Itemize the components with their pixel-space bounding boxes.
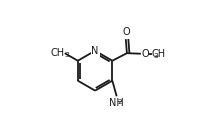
Text: CH: CH: [50, 48, 64, 58]
Text: N: N: [91, 46, 99, 56]
Text: 3: 3: [64, 52, 69, 58]
Text: NH: NH: [109, 98, 124, 108]
Text: 3: 3: [154, 53, 158, 59]
Text: O: O: [122, 27, 130, 37]
Text: CH: CH: [152, 49, 166, 59]
Text: 2: 2: [118, 99, 122, 105]
Text: O: O: [141, 49, 149, 59]
